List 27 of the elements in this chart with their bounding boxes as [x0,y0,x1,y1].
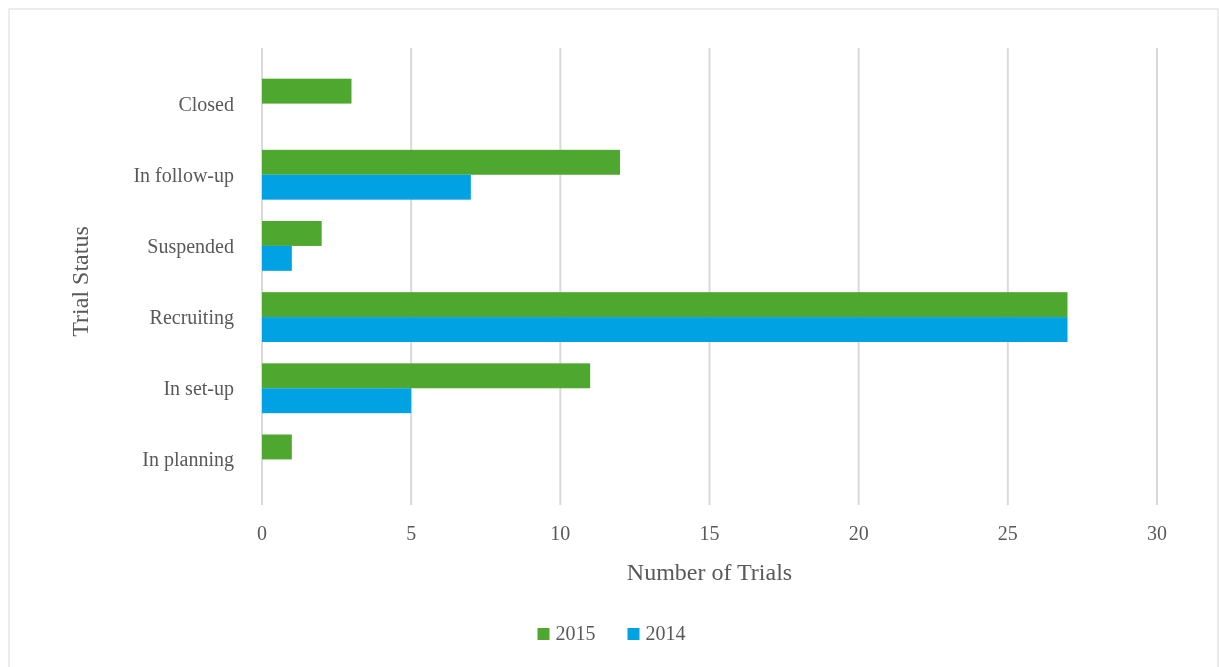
legend-label: 2014 [645,622,686,644]
x-tick-label: 20 [848,522,869,544]
bar [262,78,352,104]
bar [262,245,292,271]
y-tick-label: In set-up [163,377,234,401]
y-axis-title: Trial Status [67,226,93,337]
x-tick-label: 15 [699,522,720,544]
y-tick-label: Suspended [147,234,234,258]
bar [262,221,322,246]
x-tick-label: 25 [997,522,1018,544]
bar [262,149,620,175]
bar [262,388,412,414]
bar [262,292,1068,318]
legend-label: 2015 [555,622,596,644]
y-tick-label: In planning [142,448,234,472]
bar [262,174,471,200]
bar [262,434,292,460]
y-tick-label: Closed [178,92,234,115]
x-tick-label: 10 [550,522,571,544]
x-tick-label: 0 [257,522,267,544]
bar [262,317,1068,342]
y-tick-label: In follow-up [133,163,234,187]
x-axis-title: Number of Trials [626,559,793,585]
x-tick-label: 30 [1147,522,1167,544]
x-tick-label: 5 [406,522,417,544]
bar [262,363,591,389]
y-tick-label: Recruiting [149,306,234,330]
